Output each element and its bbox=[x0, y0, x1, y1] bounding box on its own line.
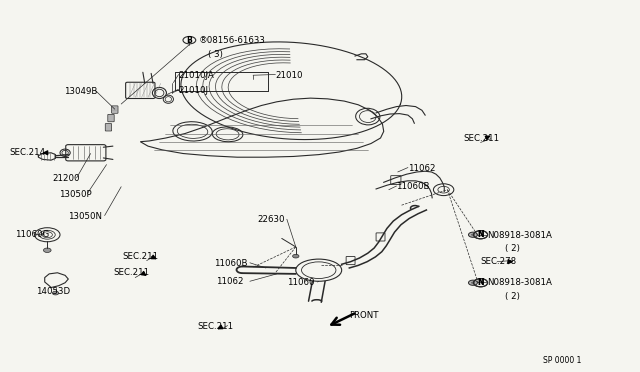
Text: 11062: 11062 bbox=[408, 164, 435, 173]
FancyBboxPatch shape bbox=[108, 114, 114, 122]
Text: 14053D: 14053D bbox=[36, 287, 70, 296]
Text: 11060B: 11060B bbox=[396, 182, 430, 191]
Text: 22630: 22630 bbox=[257, 215, 285, 224]
Text: SEC.278: SEC.278 bbox=[481, 257, 516, 266]
Text: SEC.211: SEC.211 bbox=[198, 322, 234, 331]
Text: SEC.211: SEC.211 bbox=[122, 252, 159, 262]
Text: ( 2): ( 2) bbox=[505, 292, 520, 301]
Text: N08918-3081A: N08918-3081A bbox=[487, 278, 552, 287]
Text: N08918-3081A: N08918-3081A bbox=[487, 231, 552, 240]
Text: 13050N: 13050N bbox=[68, 212, 102, 221]
Text: 13050P: 13050P bbox=[59, 190, 92, 199]
Text: 21010J: 21010J bbox=[179, 86, 209, 94]
Text: B: B bbox=[186, 36, 192, 45]
Text: ( 3): ( 3) bbox=[209, 51, 223, 60]
Text: 11062: 11062 bbox=[216, 278, 244, 286]
Circle shape bbox=[468, 232, 477, 237]
Text: 11060: 11060 bbox=[287, 278, 314, 287]
Text: FRONT: FRONT bbox=[349, 311, 378, 320]
Text: 11060G: 11060G bbox=[15, 230, 50, 239]
Text: SEC.214: SEC.214 bbox=[10, 148, 46, 157]
Text: 21010: 21010 bbox=[275, 71, 303, 80]
Circle shape bbox=[52, 291, 59, 295]
Text: N: N bbox=[477, 278, 484, 287]
Circle shape bbox=[471, 234, 475, 236]
Circle shape bbox=[471, 282, 475, 284]
Text: N: N bbox=[477, 278, 484, 287]
Text: SP 0000 1: SP 0000 1 bbox=[543, 356, 581, 365]
Text: ( 2): ( 2) bbox=[505, 244, 520, 253]
Text: 21010JA: 21010JA bbox=[179, 71, 214, 80]
Text: N: N bbox=[477, 230, 484, 239]
Text: N: N bbox=[477, 230, 484, 239]
Circle shape bbox=[292, 254, 299, 258]
Circle shape bbox=[468, 280, 477, 285]
Text: 13049B: 13049B bbox=[64, 87, 97, 96]
Text: SEC.211: SEC.211 bbox=[113, 268, 149, 277]
Text: 21200: 21200 bbox=[52, 174, 80, 183]
FancyBboxPatch shape bbox=[105, 124, 111, 131]
Circle shape bbox=[44, 248, 51, 253]
Text: SEC.211: SEC.211 bbox=[463, 134, 499, 143]
Text: 11060B: 11060B bbox=[214, 259, 247, 268]
FancyBboxPatch shape bbox=[111, 106, 118, 113]
Text: ®08156-61633: ®08156-61633 bbox=[199, 36, 266, 45]
